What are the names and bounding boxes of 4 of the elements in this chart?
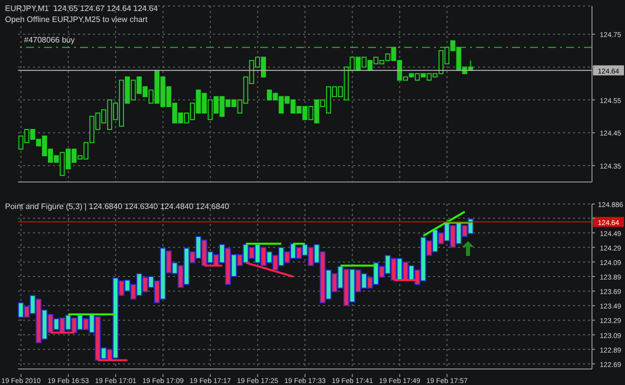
ref-line-label: #4708066 buy [24, 35, 75, 44]
chart-title: Point and Figure (5,3) | 124.6840 124.6340 124.4840 124.6840 [5, 201, 230, 212]
chart-title: EURJPY,M1 124.65 124.67 124.64 124.64 [5, 3, 158, 14]
text: Open Offline EURJPY,M25 to view chart [5, 14, 148, 25]
